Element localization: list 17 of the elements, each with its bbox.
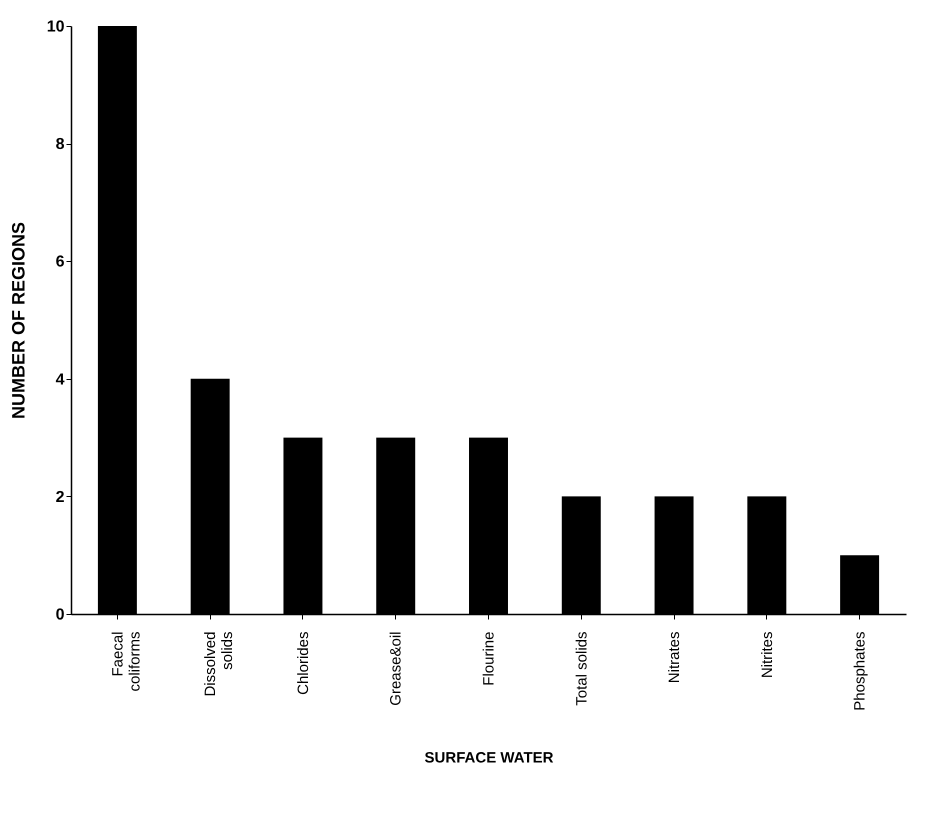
y-tick-label: 6 bbox=[56, 254, 65, 271]
y-tick-label: 8 bbox=[56, 136, 65, 154]
x-tick-label: Phosphates bbox=[852, 632, 869, 711]
y-axis-title: NUMBER OF REGIONS bbox=[8, 222, 29, 420]
x-tick-label: Dissolved solids bbox=[202, 632, 236, 697]
x-tick-label: Nitrates bbox=[666, 632, 684, 684]
x-tick-label: Grease&oil bbox=[388, 632, 405, 706]
y-tick-label: 2 bbox=[56, 488, 65, 506]
x-tick-label: Faecal coliforms bbox=[109, 632, 144, 692]
y-tick-label: 10 bbox=[46, 18, 65, 36]
x-tick-label: Nitrites bbox=[758, 632, 776, 678]
x-tick-label: Chlorides bbox=[294, 632, 312, 695]
x-tick-label: Total solids bbox=[573, 632, 590, 706]
y-tick-label: 4 bbox=[56, 371, 65, 388]
y-tick-label: 0 bbox=[56, 606, 65, 624]
x-tick-label: Flourine bbox=[480, 632, 498, 686]
x-axis-title: SURFACE WATER bbox=[424, 750, 554, 767]
